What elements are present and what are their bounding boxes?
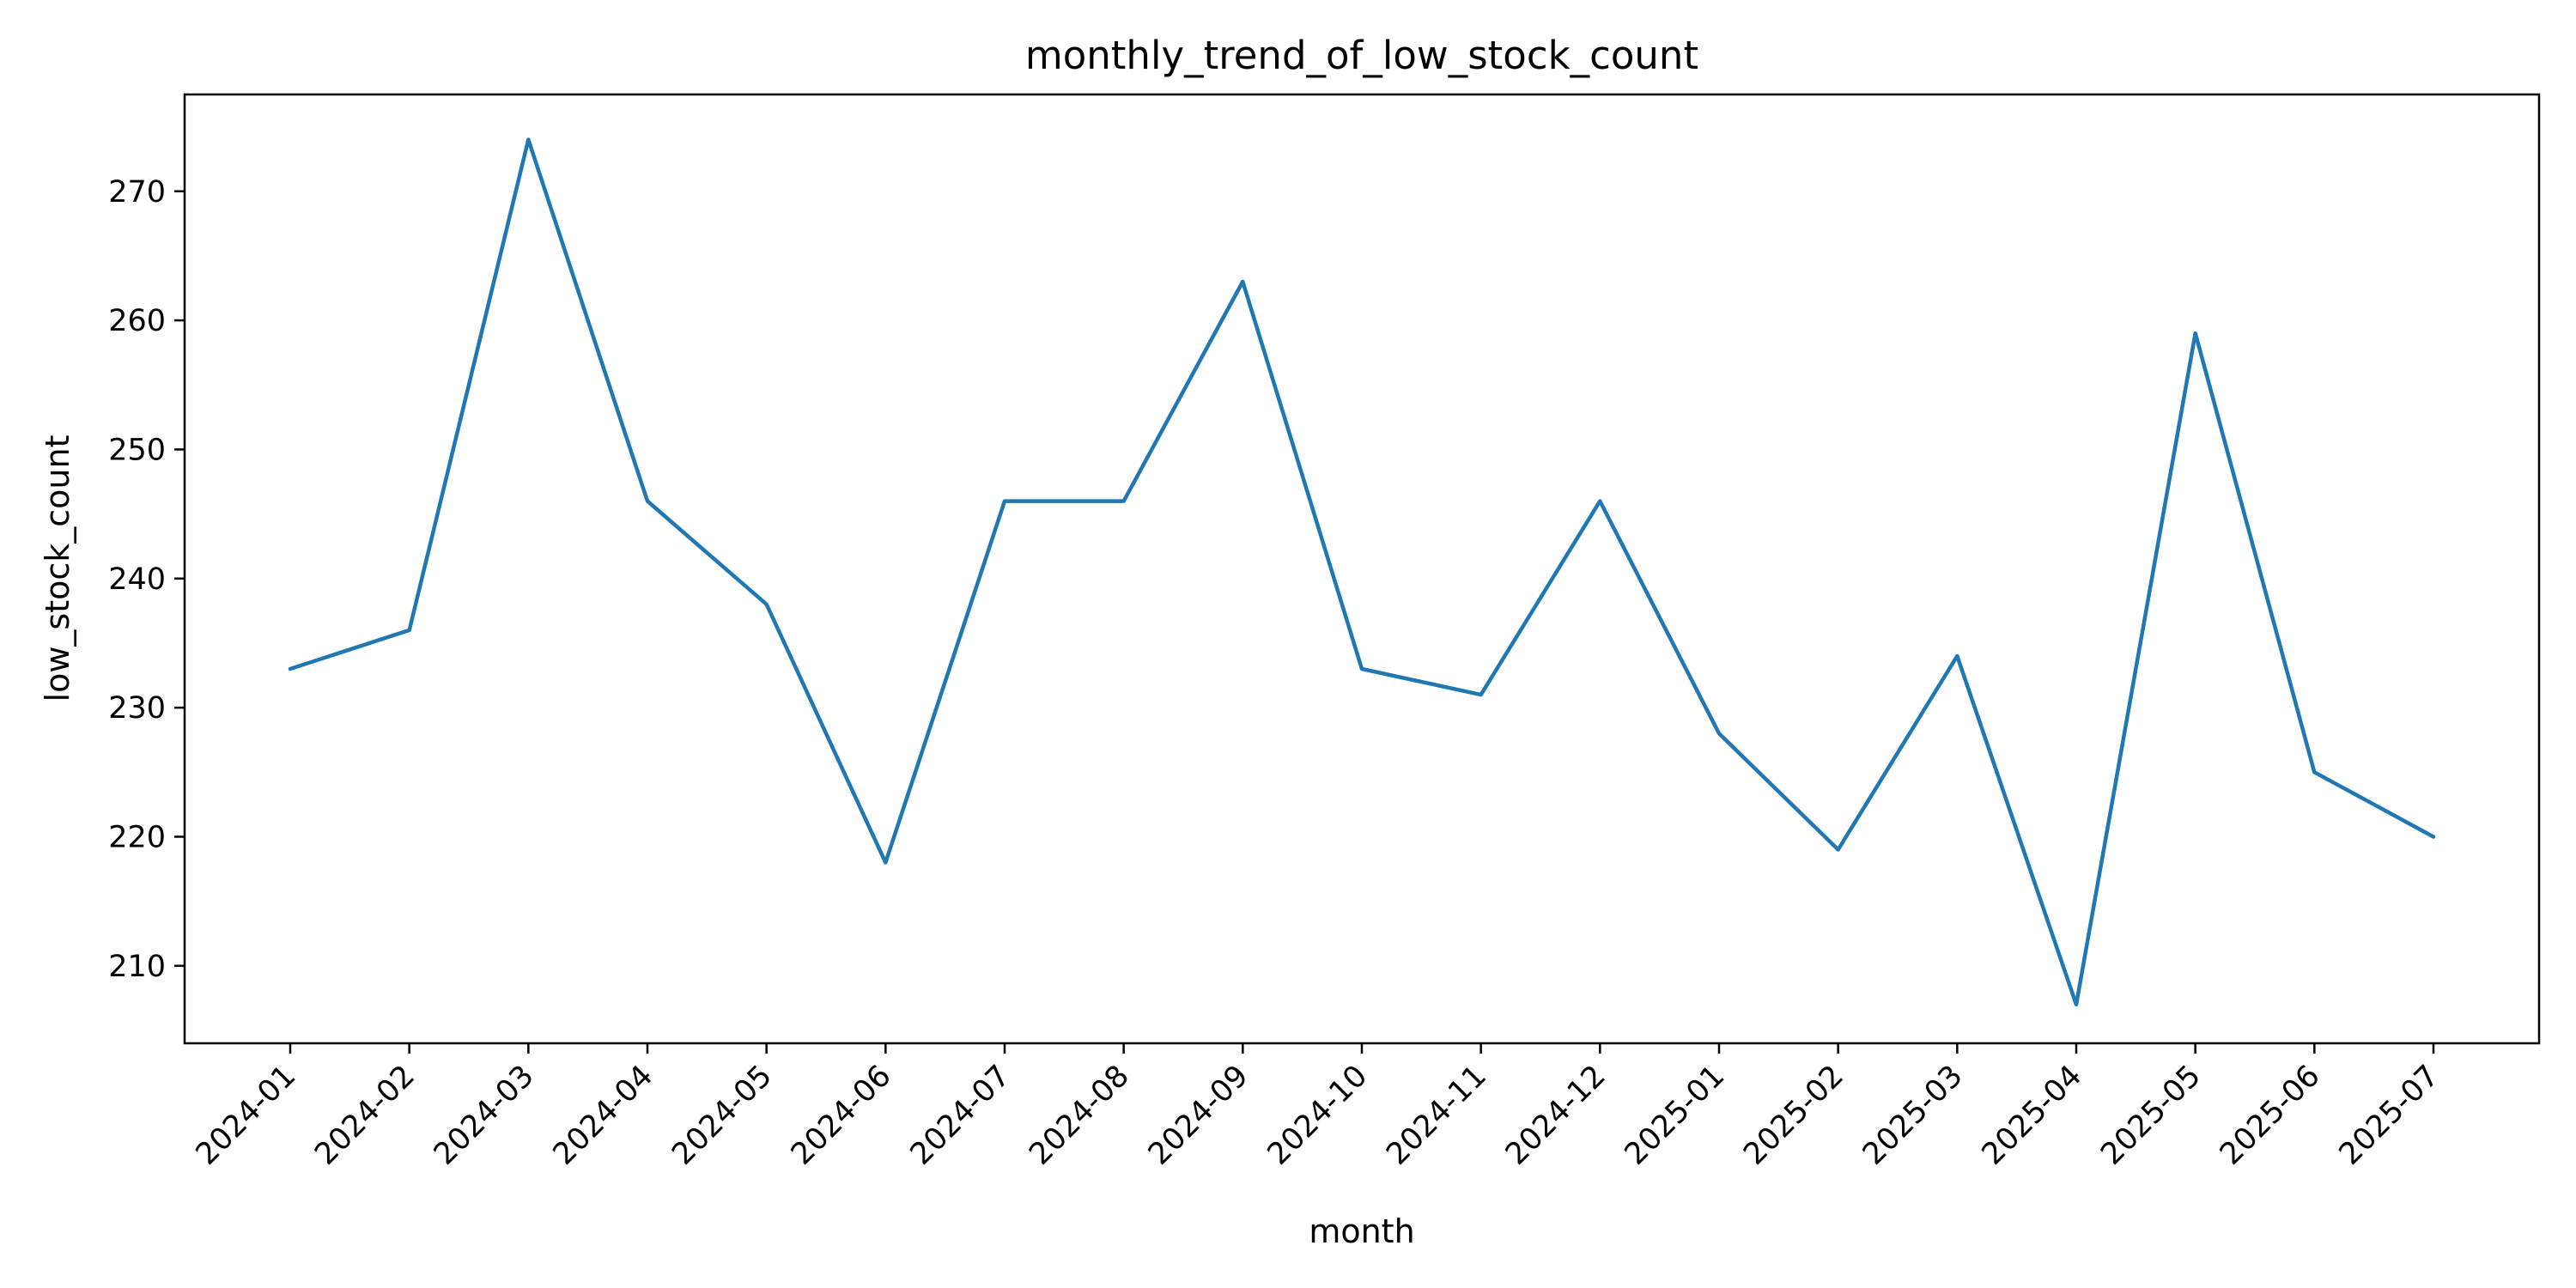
y-tick-label: 250: [108, 433, 166, 467]
plot-frame: [183, 93, 2541, 1045]
y-tick-label: 230: [108, 691, 166, 726]
chart-title: monthly_trend_of_low_stock_count: [1025, 33, 1698, 78]
y-tick-label: 210: [108, 950, 166, 984]
y-tick-label: 260: [108, 304, 166, 338]
y-tick-label: 270: [108, 175, 166, 210]
series-layer: [288, 137, 2436, 1007]
y-axis-label: low_stock_count: [39, 435, 76, 702]
x-axis-label: month: [1309, 1212, 1414, 1250]
y-tick-label: 240: [108, 562, 166, 597]
series-line: [288, 137, 2436, 1007]
y-tick-label: 220: [108, 820, 166, 854]
